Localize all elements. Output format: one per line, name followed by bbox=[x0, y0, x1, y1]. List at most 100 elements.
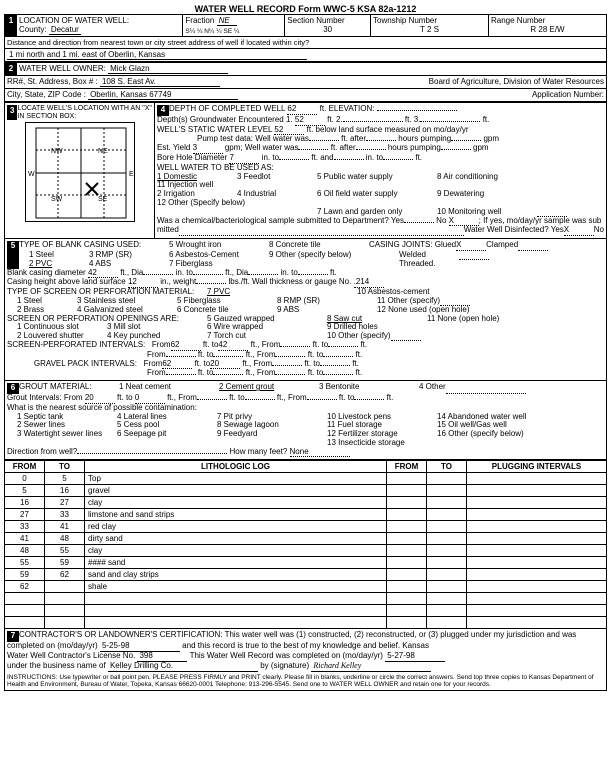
table-cell: 5 bbox=[45, 473, 85, 485]
table-cell bbox=[427, 509, 467, 521]
bore-ft2: ft. bbox=[415, 153, 422, 162]
clamp bbox=[518, 241, 548, 251]
table-cell: 48 bbox=[45, 533, 85, 545]
c16: 16 Other (specify below) bbox=[437, 430, 524, 439]
pump3 bbox=[451, 140, 481, 141]
table-row bbox=[5, 605, 607, 617]
township-label: Township Number bbox=[373, 16, 437, 25]
dir-value bbox=[77, 453, 227, 454]
svg-text:NW: NW bbox=[51, 148, 63, 155]
table-row: 516gravel bbox=[5, 485, 607, 497]
ftto6: ft. to bbox=[117, 393, 133, 402]
table-cell bbox=[387, 593, 427, 605]
svg-text:SE: SE bbox=[98, 196, 108, 203]
gravel-label: GRAVEL PACK INTERVALS: bbox=[7, 360, 137, 369]
h-plug: PLUGGING INTERVALS bbox=[467, 461, 607, 473]
dir-label: Direction from well? bbox=[7, 447, 77, 456]
table-cell bbox=[45, 617, 85, 629]
range-label: Range Number bbox=[491, 16, 545, 25]
table-cell bbox=[427, 473, 467, 485]
bore-in2: in. to bbox=[366, 153, 383, 162]
y2 bbox=[298, 149, 328, 150]
section-2-num: 2 bbox=[5, 63, 17, 75]
pump1 bbox=[309, 140, 339, 141]
table-cell bbox=[427, 593, 467, 605]
table-cell bbox=[467, 581, 607, 593]
gw-label: Depth(s) Groundwater Encountered 1. bbox=[157, 115, 293, 124]
signature: Richard Kelley bbox=[311, 662, 431, 672]
table-cell bbox=[387, 581, 427, 593]
section-box-diagram: NWNE SWSE WE bbox=[25, 122, 135, 222]
if2 bbox=[197, 399, 227, 400]
to2: ft. to bbox=[195, 359, 211, 368]
intervals-label: Grout Intervals: From bbox=[7, 393, 83, 402]
fraction-parts: S¼ ¼ N¼ ¼ SE ¼ bbox=[185, 28, 239, 35]
chem-no-label: No bbox=[436, 216, 446, 225]
gravel-from: 62 bbox=[162, 360, 192, 370]
elev-value bbox=[377, 110, 457, 111]
table-cell: 55 bbox=[5, 557, 45, 569]
yield-unit: gpm; Well water was bbox=[225, 143, 299, 152]
y4 bbox=[441, 149, 471, 150]
weight bbox=[196, 283, 226, 284]
dia-unit: ft., Dia bbox=[120, 268, 143, 277]
b2 bbox=[279, 159, 309, 160]
table-cell bbox=[5, 617, 45, 629]
hours1: hours pumping bbox=[398, 134, 451, 143]
table-cell bbox=[45, 593, 85, 605]
table-cell bbox=[467, 593, 607, 605]
gt4 bbox=[323, 374, 353, 375]
s1-title: LOCATION OF WATER WELL: bbox=[19, 16, 129, 25]
table-cell: 48 bbox=[5, 545, 45, 557]
if3 bbox=[307, 399, 337, 400]
section-1-num: 1 bbox=[5, 15, 17, 36]
gpm1: gpm bbox=[483, 134, 499, 143]
joints-after: Clamped bbox=[486, 241, 518, 251]
table-row: 4855clay bbox=[5, 545, 607, 557]
owner-name: Mick Glazn bbox=[108, 64, 228, 74]
weld-v bbox=[459, 251, 489, 260]
table-cell bbox=[427, 497, 467, 509]
table-cell bbox=[85, 605, 387, 617]
table-cell bbox=[387, 533, 427, 545]
from1b: From bbox=[147, 350, 166, 359]
lbs-label: lbs./ft. Wall thickness or gauge No. bbox=[228, 277, 351, 286]
county-label: County: bbox=[19, 25, 47, 34]
table-cell bbox=[387, 497, 427, 509]
table-cell bbox=[467, 533, 607, 545]
table-cell bbox=[427, 533, 467, 545]
table-row: 05Top bbox=[5, 473, 607, 485]
city-value: Oberlin, Kansas 67749 bbox=[88, 90, 238, 100]
gpm2: gpm bbox=[473, 143, 489, 152]
y3 bbox=[356, 149, 386, 150]
pf2 bbox=[280, 346, 310, 347]
h-log: LITHOLOGIC LOG bbox=[85, 461, 387, 473]
bore-label: Bore Hole Diameter bbox=[157, 153, 227, 162]
table-cell: limstone and sand strips bbox=[85, 509, 387, 521]
section-label: Section Number bbox=[287, 16, 344, 25]
gw3 bbox=[420, 121, 480, 122]
ff2b: ft., From bbox=[246, 368, 276, 377]
city-label: City, State, ZIP Code bbox=[7, 90, 81, 99]
op10v bbox=[391, 332, 421, 341]
ft3: ft. 3. bbox=[405, 115, 421, 124]
c6: 6 Seepage pit bbox=[117, 430, 217, 439]
joints-x: X bbox=[456, 241, 486, 251]
distance-value: 1 mi north and 1 mi. east of Oberlin, Ka… bbox=[7, 50, 307, 60]
table-cell bbox=[387, 605, 427, 617]
table-cell bbox=[45, 605, 85, 617]
fe1b: ft. bbox=[356, 350, 363, 359]
yield-label: Est. Yield bbox=[157, 143, 190, 152]
use-3: 3 Feedlot bbox=[237, 173, 317, 182]
table-cell: 16 bbox=[5, 497, 45, 509]
use-5: 5 Public water supply bbox=[317, 173, 437, 182]
addr-value: 108 S. East Av. bbox=[100, 77, 220, 87]
gr4v bbox=[446, 383, 526, 394]
table-row bbox=[5, 617, 607, 629]
table-cell bbox=[427, 545, 467, 557]
table-cell: 41 bbox=[5, 533, 45, 545]
bd3 bbox=[193, 274, 223, 275]
gf3 bbox=[166, 374, 196, 375]
instructions: INSTRUCTIONS: Use typewriter or ball poi… bbox=[7, 674, 604, 688]
h-from2: FROM bbox=[387, 461, 427, 473]
